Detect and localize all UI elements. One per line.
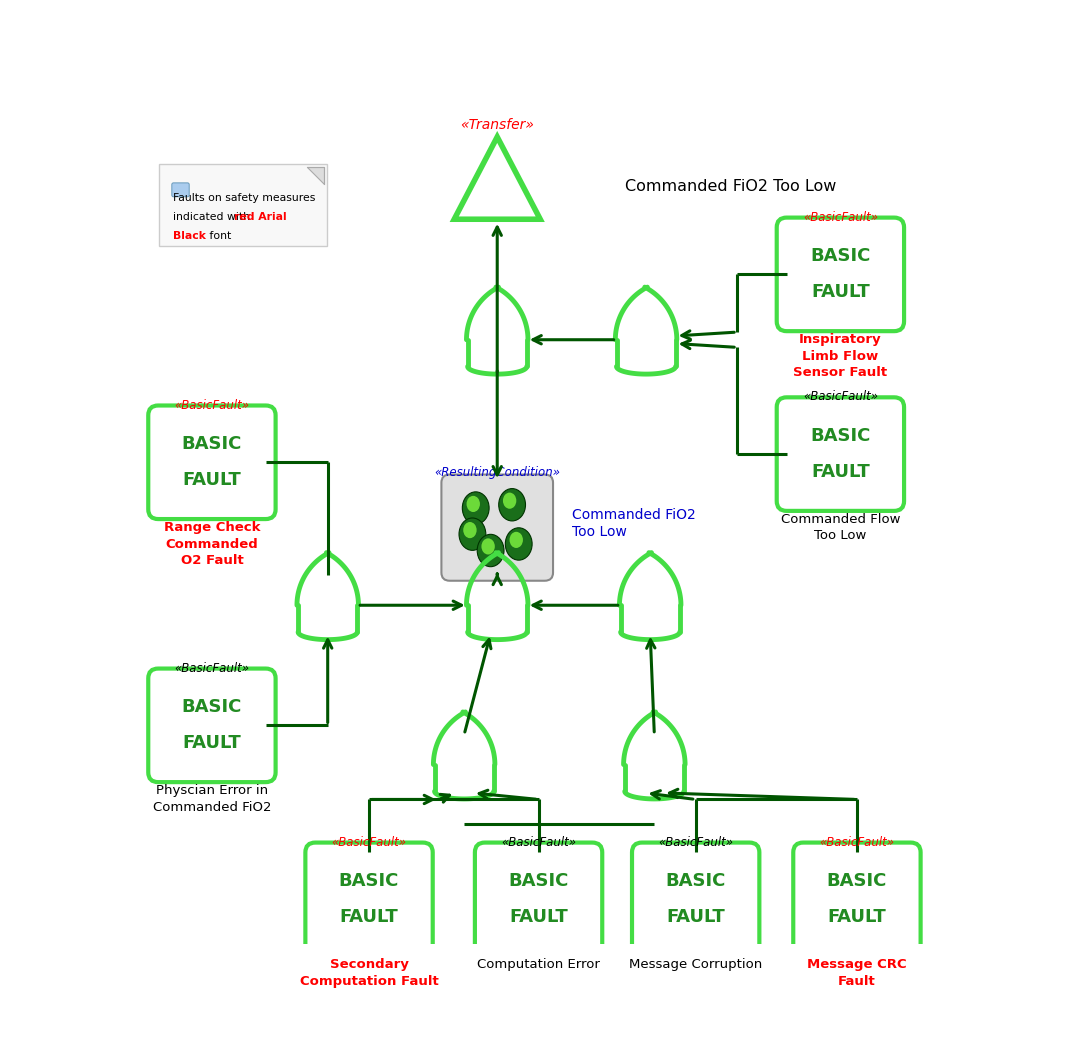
Text: «BasicFault»: «BasicFault» [174, 399, 250, 412]
Text: Faults on safety measures: Faults on safety measures [173, 193, 315, 204]
Text: «BasicFault»: «BasicFault» [658, 836, 733, 849]
Ellipse shape [498, 488, 526, 521]
Ellipse shape [466, 495, 480, 512]
Text: FAULT: FAULT [828, 908, 887, 926]
Text: «BasicFault»: «BasicFault» [332, 836, 407, 849]
Text: Commanded FiO2
Too Low: Commanded FiO2 Too Low [572, 508, 696, 539]
Text: Commanded Flow
Too Low: Commanded Flow Too Low [781, 512, 901, 542]
Text: FAULT: FAULT [339, 908, 398, 926]
Text: «BasicFault»: «BasicFault» [819, 836, 894, 849]
FancyBboxPatch shape [793, 842, 921, 956]
Ellipse shape [459, 518, 485, 551]
Ellipse shape [477, 535, 504, 567]
Text: indicated with: indicated with [173, 212, 253, 223]
Text: «BasicFault»: «BasicFault» [802, 390, 878, 403]
Text: «BasicFault»: «BasicFault» [174, 662, 250, 675]
FancyBboxPatch shape [632, 842, 760, 956]
FancyBboxPatch shape [159, 164, 328, 246]
Text: Computation Error: Computation Error [477, 958, 600, 971]
Text: «BasicFault»: «BasicFault» [802, 211, 878, 224]
Text: Message Corruption: Message Corruption [630, 958, 762, 971]
Text: «Transfer»: «Transfer» [460, 118, 535, 132]
Text: font: font [206, 231, 230, 241]
Text: Inspiratory
Limb Flow
Sensor Fault: Inspiratory Limb Flow Sensor Fault [794, 333, 888, 379]
Polygon shape [307, 168, 324, 184]
Text: BASIC: BASIC [181, 435, 242, 453]
Text: BASIC: BASIC [810, 428, 871, 446]
Text: Message CRC
Fault: Message CRC Fault [807, 958, 907, 988]
Text: Physcian Error in
Commanded FiO2: Physcian Error in Commanded FiO2 [153, 784, 271, 814]
Text: «BasicFault»: «BasicFault» [501, 836, 576, 849]
Text: Commanded FiO2 Too Low: Commanded FiO2 Too Low [625, 178, 837, 194]
FancyBboxPatch shape [777, 397, 904, 511]
FancyBboxPatch shape [148, 668, 275, 782]
Ellipse shape [506, 527, 532, 560]
Text: BASIC: BASIC [810, 247, 871, 265]
Text: BASIC: BASIC [181, 698, 242, 716]
Ellipse shape [481, 538, 495, 555]
FancyBboxPatch shape [777, 218, 904, 331]
Text: FAULT: FAULT [509, 908, 568, 926]
Ellipse shape [510, 532, 523, 547]
Text: FAULT: FAULT [182, 471, 241, 489]
FancyBboxPatch shape [148, 405, 275, 519]
FancyBboxPatch shape [442, 474, 553, 580]
Text: FAULT: FAULT [811, 283, 870, 301]
Ellipse shape [503, 492, 516, 509]
Text: BASIC: BASIC [666, 872, 726, 890]
Text: FAULT: FAULT [182, 734, 241, 752]
Text: Range Check
Commanded
O2 Fault: Range Check Commanded O2 Fault [163, 521, 260, 567]
Polygon shape [455, 137, 540, 220]
Text: FAULT: FAULT [666, 908, 726, 926]
Text: red Arial: red Arial [234, 212, 286, 223]
Text: FAULT: FAULT [811, 463, 870, 481]
Text: BASIC: BASIC [339, 872, 399, 890]
Text: «ResultingCondition»: «ResultingCondition» [434, 466, 560, 479]
Text: BASIC: BASIC [827, 872, 887, 890]
Text: BASIC: BASIC [508, 872, 569, 890]
FancyBboxPatch shape [172, 182, 189, 196]
FancyBboxPatch shape [475, 842, 602, 956]
Ellipse shape [463, 522, 477, 538]
Text: Secondary
Computation Fault: Secondary Computation Fault [300, 958, 439, 988]
FancyBboxPatch shape [305, 842, 433, 956]
Text: Black: Black [173, 231, 206, 241]
Ellipse shape [462, 492, 489, 524]
